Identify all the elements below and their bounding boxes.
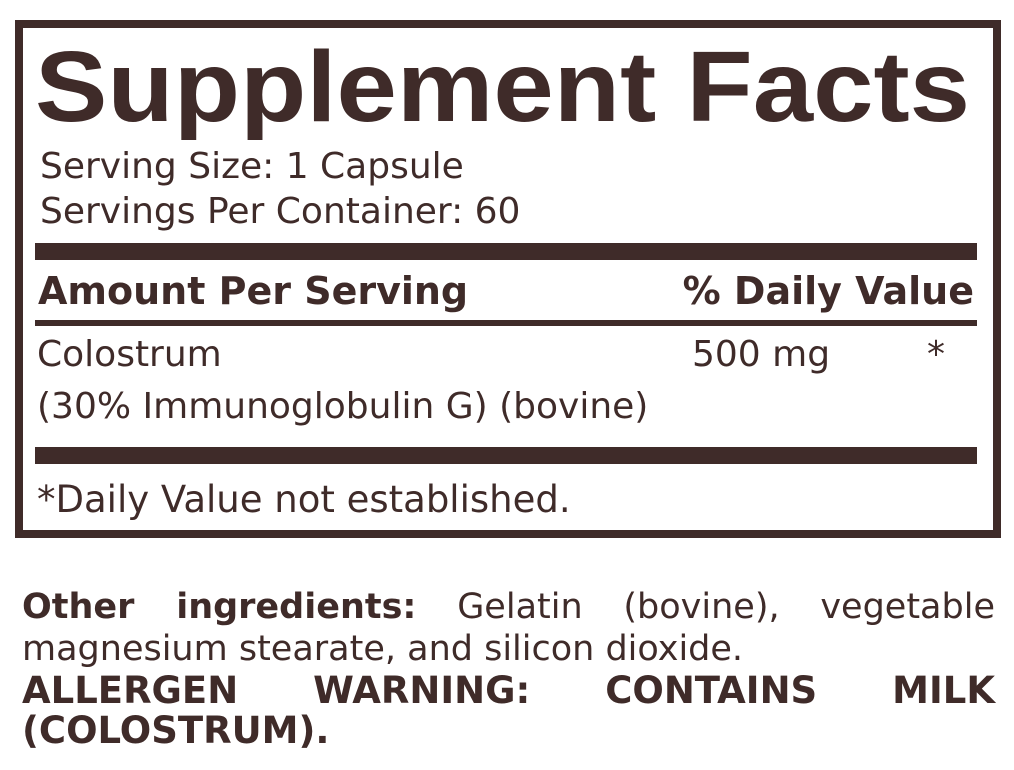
servings-per-container: Servings Per Container: 60 <box>40 191 521 232</box>
thin-divider <box>35 320 977 326</box>
other-ingredients-label: Other ingredients: <box>22 587 417 627</box>
thick-divider <box>35 447 977 464</box>
panel-title: Supplement Facts <box>35 31 970 140</box>
footnote: *Daily Value not established. <box>37 478 571 521</box>
daily-value-header: % Daily Value <box>682 269 974 313</box>
allergen-warning-line1: ALLERGEN WARNING: CONTAINS MILK <box>22 669 995 712</box>
ingredient-amount: 500 mg <box>692 334 831 375</box>
other-ingredients-line1: Other ingredients: Gelatin (bovine), veg… <box>22 590 995 625</box>
ingredient-dv: * <box>927 334 945 375</box>
panel-title-svg: Supplement Facts <box>35 31 970 140</box>
ingredient-name: Colostrum <box>37 334 222 375</box>
other-ingredients-text: Gelatin (bovine), vegetable <box>457 587 995 627</box>
ingredient-detail: (30% Immunoglobulin G) (bovine) <box>37 386 649 427</box>
thick-divider <box>35 243 977 260</box>
allergen-warning-line2: (COLOSTRUM). <box>22 709 330 752</box>
serving-size: Serving Size: 1 Capsule <box>40 146 464 187</box>
amount-per-serving-header: Amount Per Serving <box>38 269 469 313</box>
other-ingredients-line2: magnesium stearate, and silicon dioxide. <box>22 629 744 669</box>
supplement-facts-panel <box>15 20 1001 538</box>
